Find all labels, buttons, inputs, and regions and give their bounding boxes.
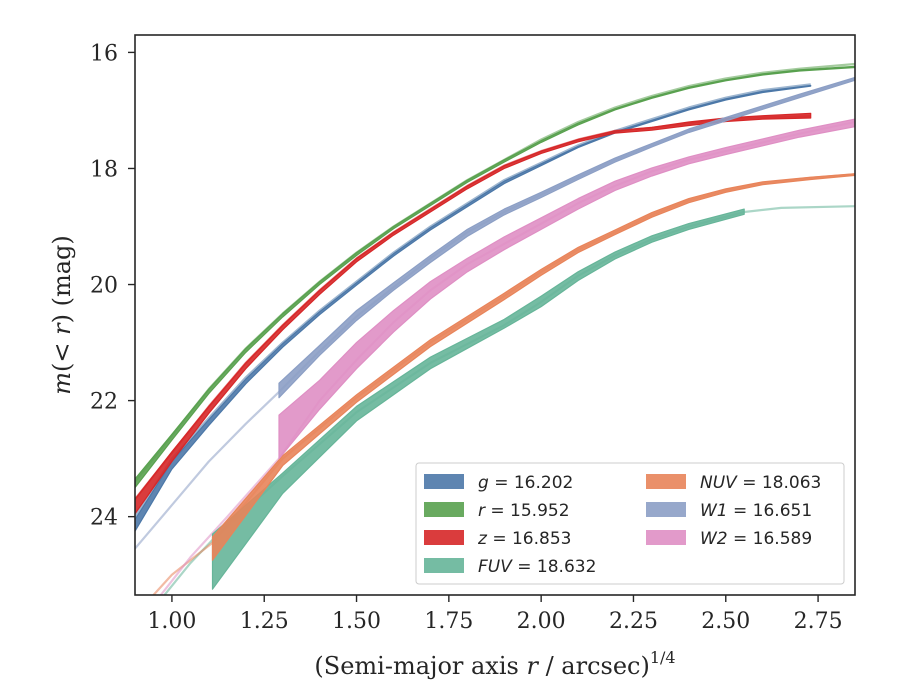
- y-tick-label: 22: [90, 390, 118, 415]
- legend-label-g: g = 16.202: [478, 473, 573, 493]
- band-r: [135, 65, 855, 489]
- y-tick-label: 24: [90, 506, 118, 531]
- legend-value-r: = 15.952: [485, 501, 570, 521]
- band-w2: [278, 118, 855, 460]
- legend-swatch-w2: [646, 530, 686, 545]
- x-axis-label: (Semi-major axis r / arcsec)1/4: [314, 648, 675, 680]
- x-axis-label-post: / arcsec): [538, 652, 650, 680]
- y-axis-label: m(< r) (mag): [48, 235, 76, 395]
- legend-swatch-g: [424, 474, 464, 489]
- band-w1: [278, 76, 855, 399]
- legend-var-fuv: FUV: [478, 557, 513, 577]
- faint-curve-g: [135, 83, 811, 518]
- legend-label-nuv: NUV = 18.063: [700, 473, 821, 493]
- band-z: [135, 112, 812, 515]
- legend-value-g: = 16.202: [489, 473, 574, 493]
- legend-var-nuv: NUV: [700, 473, 738, 493]
- legend-var-r: r: [478, 501, 486, 521]
- band-nuv: [211, 173, 855, 561]
- y-axis-label-unit: ) (mag): [48, 235, 76, 323]
- legend-box: [415, 462, 845, 585]
- legend-var-w2: W2: [700, 529, 728, 549]
- y-tick-label: 18: [90, 157, 118, 182]
- y-axis-label-r: r: [48, 322, 76, 335]
- legend-label-r: r = 15.952: [478, 501, 570, 521]
- y-axis-ticks: 16 18 20 22 24: [90, 41, 135, 531]
- x-axis-ticks: 1.00 1.25 1.50 1.75 2.00 2.25 2.50 2.75: [147, 595, 843, 634]
- y-axis-label-var: m: [48, 372, 76, 395]
- legend-label-w1: W1 = 16.651: [700, 501, 812, 521]
- x-tick-label: 1.25: [240, 609, 289, 634]
- x-tick-label: 2.75: [794, 609, 843, 634]
- legend-swatch-fuv: [424, 558, 464, 573]
- band-fuv: [211, 208, 745, 590]
- legend-swatch-z: [424, 530, 464, 545]
- bands-layer: [135, 65, 855, 590]
- legend-swatch-nuv: [646, 474, 686, 489]
- x-tick-label: 1.00: [147, 609, 196, 634]
- x-tick-label: 2.25: [609, 609, 658, 634]
- legend-value-nuv: = 18.063: [737, 473, 822, 493]
- x-tick-label: 1.75: [424, 609, 473, 634]
- legend-label-z: z = 16.853: [477, 529, 571, 549]
- plot-area: [135, 62, 855, 595]
- x-tick-label: 2.00: [517, 609, 566, 634]
- legend-var-g: g: [478, 473, 489, 493]
- y-tick-label: 16: [90, 41, 118, 66]
- legend-var-w1: W1: [700, 501, 728, 521]
- x-tick-label: 2.50: [701, 609, 750, 634]
- plot-frame: [134, 34, 856, 596]
- x-axis-label-var: r: [526, 652, 539, 680]
- legend-swatch-r: [424, 502, 464, 517]
- x-tick-label: 1.50: [332, 609, 381, 634]
- legend-label-w2: W2 = 16.589: [700, 529, 812, 549]
- legend-value-z: = 16.853: [487, 529, 572, 549]
- x-axis-label-sup: 1/4: [650, 648, 676, 667]
- legend-label-fuv: FUV = 18.632: [478, 557, 596, 577]
- legend-var-z: z: [477, 529, 488, 549]
- legend-value-w2: = 16.589: [728, 529, 813, 549]
- band-g: [135, 84, 812, 532]
- legend-value-fuv: = 18.632: [512, 557, 597, 577]
- y-axis-label-open: (<: [48, 335, 76, 372]
- legend-swatch-w1: [646, 502, 686, 517]
- y-tick-label: 20: [90, 274, 118, 299]
- x-axis-label-pre: (Semi-major axis: [314, 652, 526, 680]
- legend-value-w1: = 16.651: [728, 501, 813, 521]
